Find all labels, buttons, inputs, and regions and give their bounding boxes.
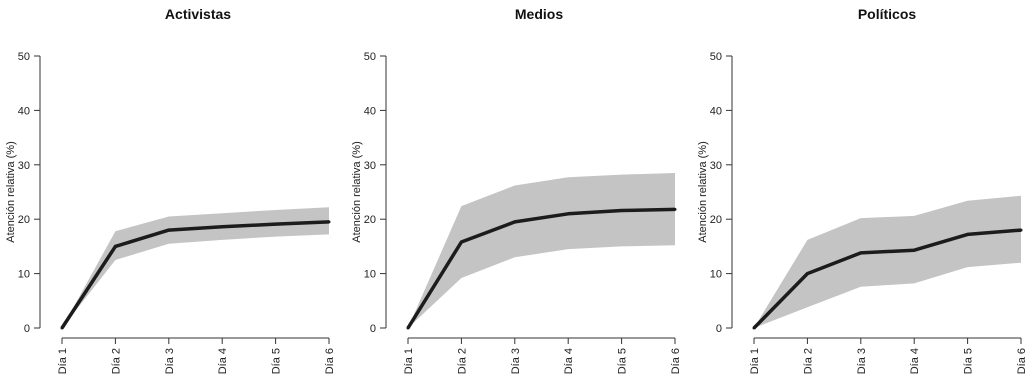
confidence-band [62,207,329,328]
chart-panel-medios: Medios 0 10 20 30 40 50 Atención relativa (%) D… [346,0,689,384]
y-axis-label: Atención relativa (%) [697,141,709,243]
x-tick-label: Día 6 [324,348,336,374]
y-tick-label: 30 [18,160,30,172]
confidence-band [408,173,675,328]
x-tick-label: Día 4 [563,348,575,374]
data-point [1019,228,1023,232]
series-line [60,220,330,329]
y-tick-label: 50 [18,51,30,63]
x-tick-label: Día 1 [403,348,415,374]
x-tick-label: Día 1 [57,348,69,374]
data-point [327,220,331,224]
data-point [620,208,624,212]
x-tick-label: Día 4 [909,348,921,374]
x-tick-label: Día 4 [217,348,229,374]
y-tick-label: 40 [18,105,30,117]
y-tick-label: 20 [364,214,376,226]
data-point [220,225,224,229]
x-tick-label: Día 6 [670,348,682,374]
y-axis-label: Atención relativa (%) [5,141,17,243]
chart-panel-politicos: Políticos 0 10 20 30 40 50 Atención relativa (… [692,0,1030,384]
y-tick-label: 10 [18,269,30,281]
data-point [912,248,916,252]
x-tick-label: Día 2 [110,348,122,374]
y-tick-label: 10 [710,269,722,281]
y-tick-label: 10 [364,269,376,281]
x-tick-label: Día 5 [617,348,629,374]
data-point [859,251,863,255]
data-point [673,207,677,211]
data-point [459,240,463,244]
chart-panel-activistas: Activistas 0 10 20 30 40 50 Atención relativa … [0,0,343,384]
y-tick-label: 0 [24,323,30,335]
y-tick-label: 40 [364,105,376,117]
data-point [513,220,517,224]
x-tick-label: Día 1 [749,348,761,374]
x-tick-label: Día 3 [164,348,176,374]
x-tick-label: Día 3 [856,348,868,374]
y-tick-label: 30 [710,160,722,172]
data-point [566,212,570,216]
x-tick-label: Día 5 [271,348,283,374]
confidence-band [754,195,1021,328]
y-tick-label: 0 [716,323,722,335]
data-point [752,326,756,330]
data-point [113,244,117,248]
chart-svg: 0 10 20 30 40 50 Atención relativa (%) Día 1 Día… [5,51,336,374]
y-tick-label: 20 [710,214,722,226]
x-tick-label: Día 2 [802,348,814,374]
chart-svg: 0 10 20 30 40 50 Atención relativa (%) Día 1 Día… [697,51,1028,374]
y-tick-label: 30 [364,160,376,172]
x-tick-label: Día 3 [510,348,522,374]
y-tick-label: 50 [710,51,722,63]
chart-title: Medios [514,6,564,22]
data-point [167,228,171,232]
series-line [752,228,1022,330]
y-tick-label: 20 [18,214,30,226]
data-point [966,232,970,236]
y-axis-label: Atención relativa (%) [351,141,363,243]
y-tick-label: 0 [370,323,376,335]
data-point [406,326,410,330]
y-tick-label: 40 [710,105,722,117]
data-point [274,222,278,226]
data-point [60,326,64,330]
series-line [406,207,676,329]
y-tick-label: 50 [364,51,376,63]
chart-title: Políticos [857,6,917,22]
x-tick-label: Día 5 [963,348,975,374]
data-point [805,272,809,276]
x-tick-label: Día 2 [456,348,468,374]
chart-title: Activistas [164,6,232,22]
chart-svg: 0 10 20 30 40 50 Atención relativa (%) Día 1 Día… [351,51,682,374]
x-tick-label: Día 6 [1016,348,1028,374]
